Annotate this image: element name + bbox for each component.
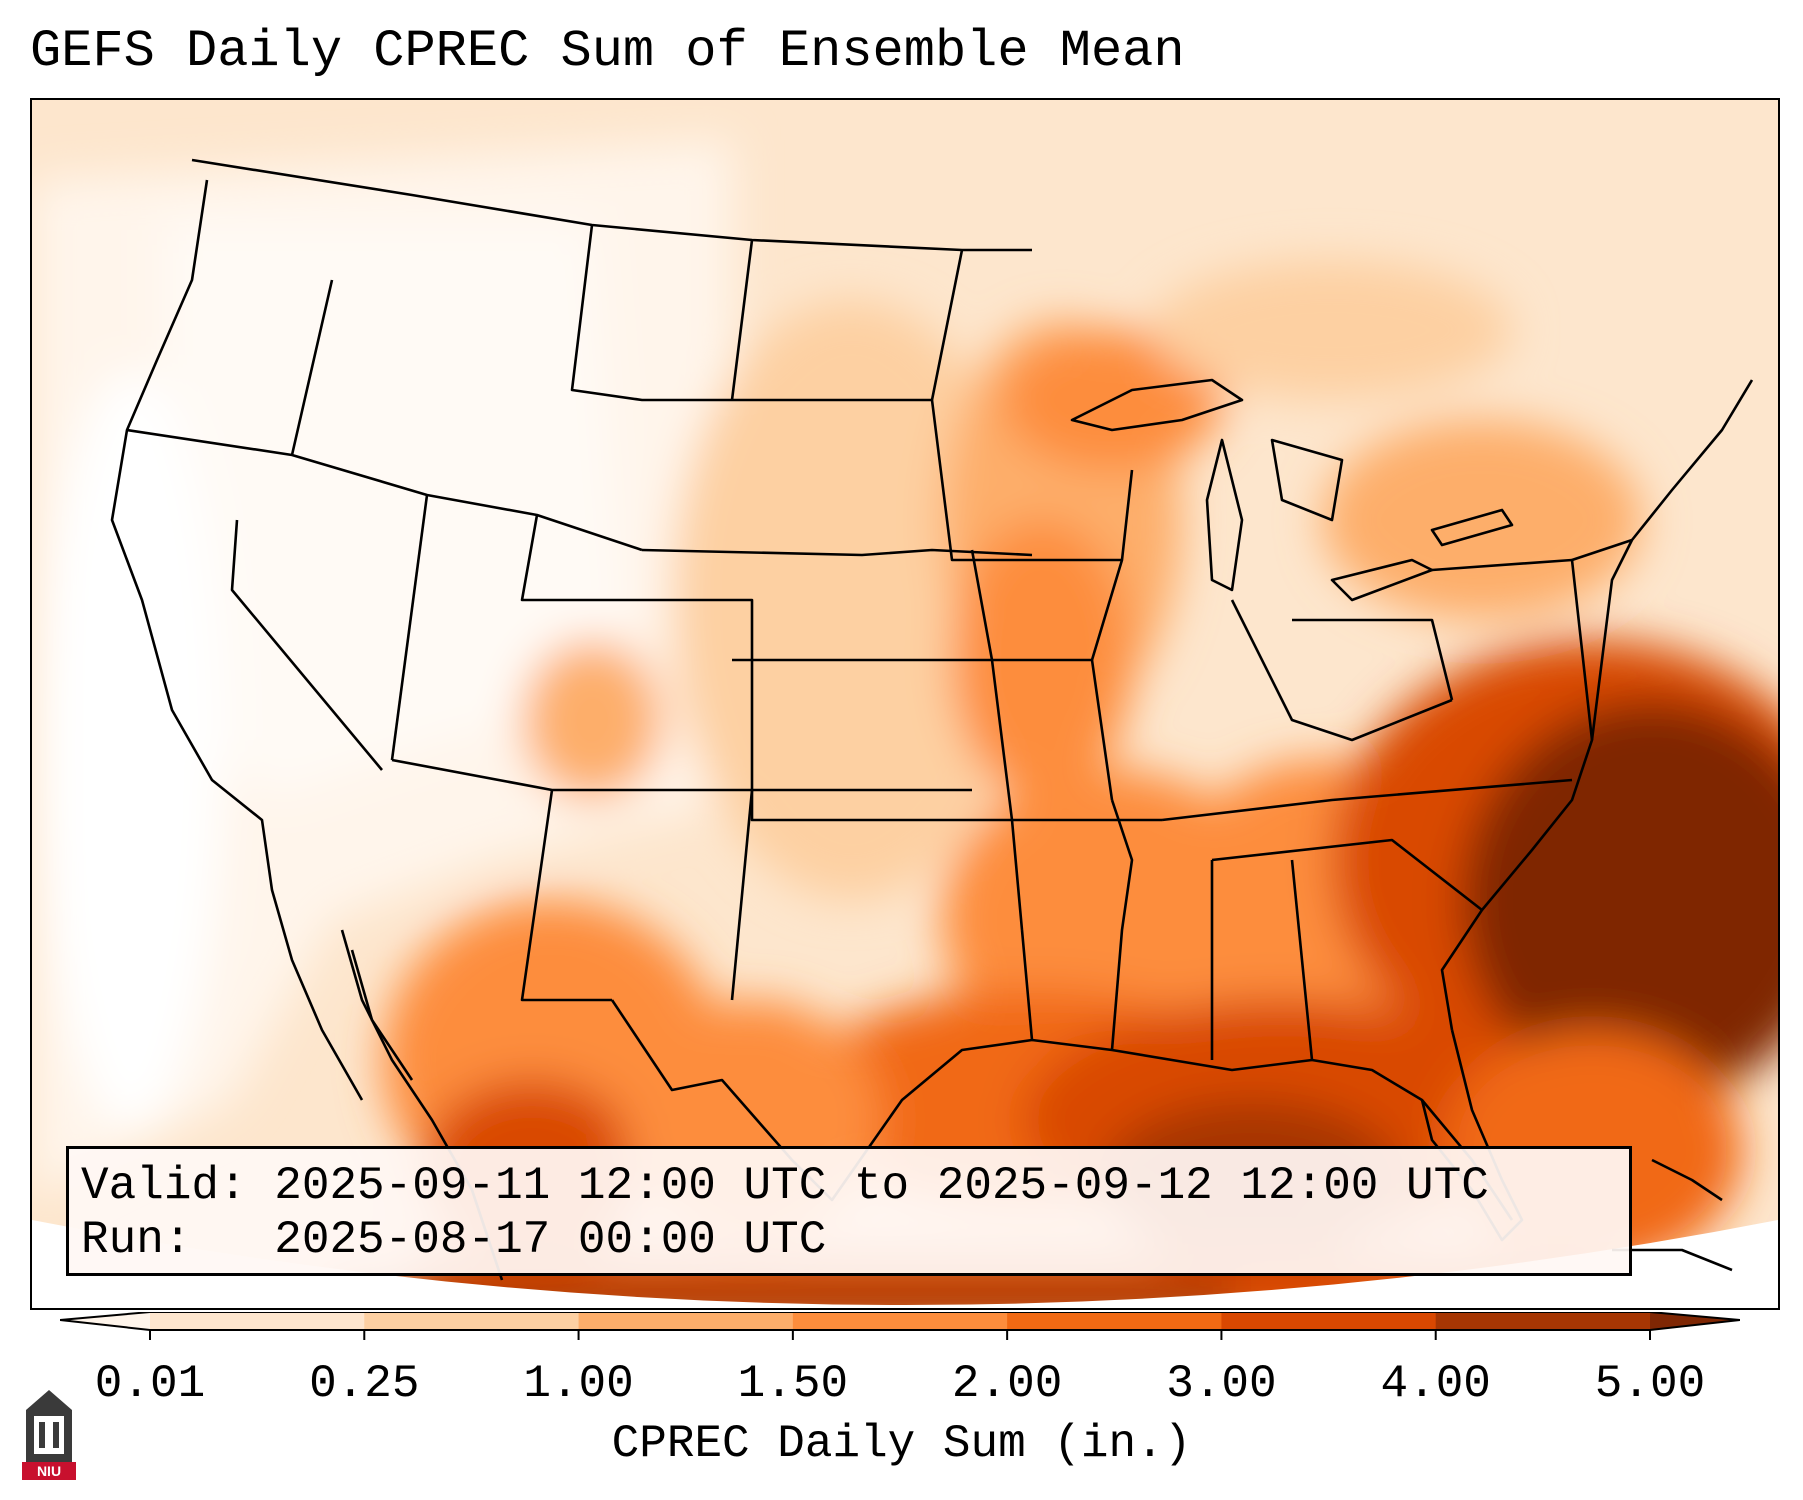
run-info-box: Valid: 2025-09-11 12:00 UTC to 2025-09-1… bbox=[66, 1146, 1632, 1276]
colorbar-tick-label: 2.00 bbox=[951, 1358, 1063, 1410]
colorbar-tick-label: 1.50 bbox=[737, 1358, 849, 1410]
colorbar-under-arrow bbox=[60, 1312, 150, 1330]
colorbar-tick-label: 0.01 bbox=[94, 1358, 206, 1410]
colorbar-outline bbox=[60, 1312, 1740, 1331]
colorbar-segment bbox=[364, 1312, 580, 1330]
colorbar-segment bbox=[1007, 1312, 1222, 1330]
niu-logo-text: NIU bbox=[37, 1463, 61, 1479]
colorbar bbox=[60, 1312, 1740, 1340]
niu-logo: NIU bbox=[22, 1390, 76, 1480]
colorbar-label: CPREC Daily Sum (in.) bbox=[611, 1418, 1192, 1470]
run-time-text: Run: 2025-08-17 00:00 UTC bbox=[81, 1214, 827, 1266]
colorbar-segment bbox=[1221, 1312, 1437, 1330]
colorbar-tick-label: 4.00 bbox=[1380, 1358, 1491, 1410]
colorbar-segment bbox=[578, 1312, 794, 1330]
colorbar-segment bbox=[1435, 1312, 1651, 1330]
precipitation-map bbox=[30, 98, 1780, 1310]
colorbar-tick-label: 3.00 bbox=[1166, 1358, 1277, 1410]
colorbar-ticks bbox=[149, 1330, 1651, 1340]
colorbar-segment bbox=[792, 1312, 1008, 1330]
colorbar-tick-label: 0.25 bbox=[309, 1358, 420, 1410]
chart-title: GEFS Daily CPREC Sum of Ensemble Mean bbox=[30, 22, 1185, 81]
colorbar-segments bbox=[150, 1312, 1651, 1330]
colorbar-tick-label: 1.00 bbox=[523, 1358, 634, 1410]
valid-time-text: Valid: 2025-09-11 12:00 UTC to 2025-09-1… bbox=[81, 1160, 1489, 1212]
colorbar-tick-label: 5.00 bbox=[1594, 1358, 1706, 1410]
precipitation-map-canvas bbox=[32, 100, 1778, 1308]
colorbar-segment bbox=[150, 1312, 365, 1330]
colorbar-over-arrow bbox=[1650, 1312, 1740, 1330]
